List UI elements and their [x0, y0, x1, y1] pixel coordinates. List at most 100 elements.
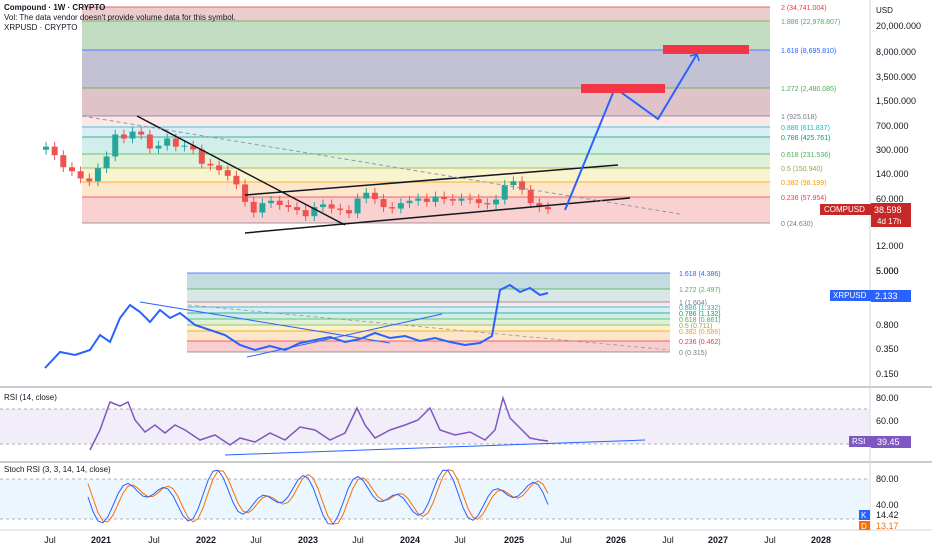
candle-body [224, 170, 231, 176]
price-tick: 140.000 [876, 169, 909, 179]
candle-body [432, 196, 439, 202]
series-badge-label: RSI [852, 437, 865, 446]
candle-body [467, 198, 474, 200]
fib-band [82, 127, 770, 137]
arrow-head [689, 53, 700, 62]
fib-label: 1.272 (2.497) [679, 287, 721, 294]
price-tick: 5.000 [876, 266, 899, 276]
x-tick: 2028 [811, 535, 831, 545]
candle-body [120, 134, 127, 139]
candle-body [216, 165, 223, 171]
candle-body [285, 205, 292, 208]
fib-label: 1.272 (2,480.085) [781, 86, 836, 93]
fib-band [82, 137, 770, 154]
x-tick: 2021 [91, 535, 111, 545]
xrp-trendline [139, 301, 391, 344]
candle-body [406, 200, 413, 204]
series-badge [820, 204, 871, 215]
fib-label: 0.786 (425.761) [781, 135, 830, 142]
price-tick: 300.000 [876, 145, 909, 155]
fib-label: 1.886 (22,978.807) [781, 19, 840, 26]
x-tick: Jul [764, 535, 776, 545]
d-badge [859, 521, 870, 530]
fib-label: 1.618 (4.386) [679, 271, 721, 278]
countdown: 4d 17h [877, 217, 901, 226]
fib-band [82, 88, 770, 116]
fib-label: 0.5 (150.940) [781, 166, 823, 173]
rsi-value: 39.45 [877, 437, 900, 447]
x-tick: 2025 [504, 535, 524, 545]
candle-body [458, 198, 465, 201]
candle-body [311, 207, 318, 217]
fib-label: 0.618 (231.536) [781, 152, 830, 159]
x-tick: Jul [44, 535, 56, 545]
currency-label: USD [876, 6, 893, 15]
price-tick: 5.000 [876, 266, 899, 276]
x-tick: 2023 [298, 535, 318, 545]
dashed-trend-line [81, 115, 681, 215]
candle-body [68, 167, 75, 172]
last-value-badge [871, 436, 911, 448]
stoch-tick: 80.00 [876, 474, 899, 484]
candle-body [129, 131, 136, 139]
candle-body [86, 178, 93, 182]
chart-title: Compound · 1W · CRYPTO [4, 3, 106, 12]
fib-label: 0.886 (1.332) [679, 305, 721, 312]
x-tick: 2027 [708, 535, 728, 545]
price-tick: 0.150 [876, 369, 899, 379]
x-tick: 2022 [196, 535, 216, 545]
candle-body [363, 192, 370, 199]
candle-body [94, 168, 101, 182]
candle-body [276, 200, 283, 206]
fib-band [82, 154, 770, 168]
x-tick: Jul [148, 535, 160, 545]
fib-band [82, 182, 770, 197]
candle-body [77, 171, 84, 179]
candle-body [337, 208, 344, 211]
x-tick: Jul [352, 535, 364, 545]
fib-band [82, 7, 770, 21]
candle-body [449, 199, 456, 201]
price-tick: 20,000.000 [876, 21, 921, 31]
fib-band [187, 313, 670, 319]
candle-body [371, 192, 378, 200]
candle-body [536, 203, 543, 208]
series-badge-label: COMPUSD [824, 205, 865, 214]
fib-label: 0 (0.315) [679, 350, 707, 357]
candle-body [319, 204, 326, 208]
channel-top-line [244, 164, 619, 196]
fib-label: 2 (34,741.004) [781, 5, 827, 12]
price-tick: 12.000 [876, 241, 904, 251]
candle-body [354, 198, 361, 214]
candle-body [328, 204, 335, 209]
candle-body [250, 201, 257, 213]
series-badge [830, 290, 871, 301]
candle-body [493, 199, 500, 205]
fib-label: 1 (1.604) [679, 300, 707, 307]
candle-body [181, 145, 188, 147]
candle-body [397, 203, 404, 209]
last-price: 38.598 [874, 205, 902, 215]
stoch-k-line [87, 469, 549, 525]
last-price-badge [871, 290, 911, 302]
candle-body [242, 184, 249, 202]
candle-body [501, 185, 508, 200]
candle-body [268, 200, 275, 204]
k-badge [859, 510, 870, 520]
candle-body [60, 155, 67, 168]
x-tick: Jul [250, 535, 262, 545]
fib-label: 0.382 (98.199) [781, 180, 827, 187]
channel-bottom-line [244, 197, 631, 234]
candle-body [475, 199, 482, 204]
price-tick: 0.800 [876, 320, 899, 330]
candle-body [510, 181, 517, 186]
series-badge [849, 436, 871, 447]
last-price-badge [871, 203, 911, 227]
candle-body [302, 210, 309, 217]
d-value: 13.17 [876, 521, 899, 531]
k-label: K [861, 511, 867, 520]
price-tick: 3,500.000 [876, 72, 916, 82]
fib-label: 0.786 (1.132) [679, 311, 721, 318]
